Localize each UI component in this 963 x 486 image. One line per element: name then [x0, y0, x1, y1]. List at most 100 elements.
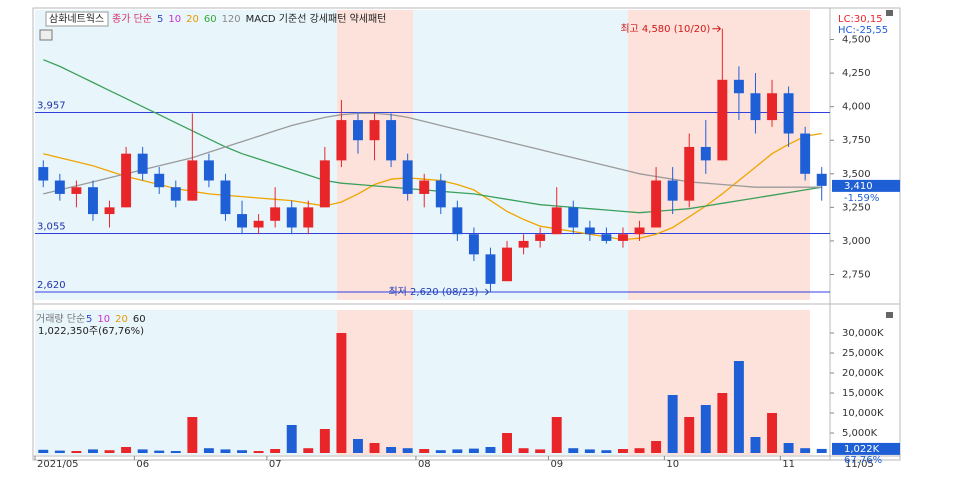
- ma-line: [43, 59, 822, 214]
- candle-body: [750, 93, 761, 121]
- panel-icon[interactable]: [886, 312, 893, 318]
- volume-bar: [419, 449, 430, 453]
- volume-bar: [253, 451, 264, 453]
- volume-bar: [684, 417, 695, 453]
- volume-bar: [584, 449, 595, 453]
- candle-body: [717, 79, 728, 161]
- y-tick-label: 5,000K: [842, 428, 878, 439]
- candle-body: [369, 120, 380, 141]
- candle-body: [170, 187, 181, 201]
- legend-item: MACD 기준선 강세패턴 약세패턴: [246, 13, 387, 25]
- volume-bar: [203, 448, 214, 453]
- current-price: 3,410: [844, 181, 873, 192]
- x-tick-label: 11: [782, 459, 795, 470]
- volume-bar: [220, 449, 231, 453]
- current-volume: 1,022K: [844, 444, 880, 455]
- candle-body: [402, 160, 413, 194]
- candle-body: [684, 146, 695, 201]
- volume-bar: [452, 449, 463, 453]
- candle-body: [634, 227, 645, 235]
- volume-bar: [601, 450, 612, 453]
- y-tick-label: 4,000: [842, 102, 871, 113]
- volume-bar: [319, 429, 330, 453]
- volume-bar: [634, 448, 645, 453]
- legend-item: 종가 단순: [112, 13, 152, 25]
- current-price-box: [832, 179, 900, 192]
- y-tick-label: 3,000: [842, 236, 871, 247]
- candle-body: [71, 187, 82, 194]
- candle-body: [419, 180, 430, 194]
- candle-body: [286, 207, 297, 228]
- volume-bar: [104, 450, 115, 453]
- y-tick-label: 20,000K: [842, 368, 884, 379]
- legend-item: 60: [204, 14, 217, 25]
- candle-body: [502, 247, 512, 282]
- volume-bar: [733, 361, 744, 453]
- y-tick-label: 4,500: [842, 35, 871, 46]
- y-tick-label: 25,000K: [842, 348, 884, 359]
- volume-bar: [270, 449, 281, 453]
- y-tick-label: 2,750: [842, 269, 871, 280]
- candle-body: [336, 120, 347, 161]
- candle-body: [800, 133, 811, 174]
- candle-body: [584, 227, 595, 235]
- volume-title: 거래량 단순: [36, 313, 85, 325]
- level-label: 2,620: [37, 280, 66, 291]
- x-tick-label: 10: [666, 459, 679, 470]
- candle-body: [220, 180, 231, 215]
- bg-neutral: [413, 310, 628, 455]
- tool-icon[interactable]: [39, 29, 53, 41]
- legend-item: 5: [86, 314, 92, 325]
- volume-bar: [303, 448, 314, 453]
- candle-body: [535, 234, 546, 241]
- candle-body: [733, 79, 744, 94]
- annotation: 최저 2,620 (08/23): [388, 286, 478, 298]
- candle-body: [104, 207, 115, 215]
- candle-body: [485, 254, 496, 284]
- bg-strong: [337, 310, 413, 455]
- lc-label: LC:30,15: [838, 14, 883, 25]
- volume-subtitle: 1,022,350주(67,76%): [38, 326, 144, 337]
- candle-body: [518, 240, 529, 248]
- volume-bar: [783, 443, 794, 453]
- volume-bar: [651, 441, 662, 453]
- volume-bar: [170, 451, 181, 453]
- x-tick-label: 2021/05: [37, 459, 79, 470]
- candle-body: [435, 180, 446, 208]
- candle-body: [270, 207, 281, 221]
- candle-body: [154, 173, 165, 188]
- candle-body: [187, 160, 198, 201]
- volume-bar: [551, 417, 562, 453]
- volume-bar: [816, 448, 827, 453]
- candle-body: [651, 180, 662, 228]
- volume-bar: [767, 413, 777, 453]
- candle-body: [88, 187, 98, 215]
- hc-label: HC:-25,55: [838, 25, 888, 36]
- bg-neutral: [35, 10, 337, 300]
- legend-item: 10: [97, 314, 110, 325]
- y-tick-label: 30,000K: [842, 328, 884, 339]
- volume-bar: [237, 450, 247, 453]
- candle-body: [353, 120, 363, 141]
- volume-bar: [88, 449, 98, 453]
- annotation: 최고 4,580 (10/20): [620, 23, 710, 35]
- current-change: -1.59%: [844, 193, 879, 204]
- volume-bar: [518, 448, 529, 453]
- volume-bar: [800, 448, 811, 453]
- volume-bar: [54, 450, 65, 453]
- current-volume-ratio: 67.76%: [844, 455, 882, 466]
- bg-neutral: [413, 10, 628, 300]
- candle-body: [551, 207, 562, 235]
- volume-bar: [137, 449, 148, 453]
- volume-bar: [286, 425, 297, 453]
- volume-bar: [568, 448, 579, 453]
- volume-bar: [535, 449, 546, 453]
- legend-item: 120: [222, 14, 241, 25]
- candle-body: [137, 153, 148, 174]
- volume-bar: [71, 451, 82, 453]
- panel-icon[interactable]: [886, 10, 893, 16]
- legend-item: 20: [115, 314, 128, 325]
- legend-item: 10: [168, 14, 181, 25]
- y-tick-label: 10,000K: [842, 408, 884, 419]
- candle-body: [468, 234, 479, 255]
